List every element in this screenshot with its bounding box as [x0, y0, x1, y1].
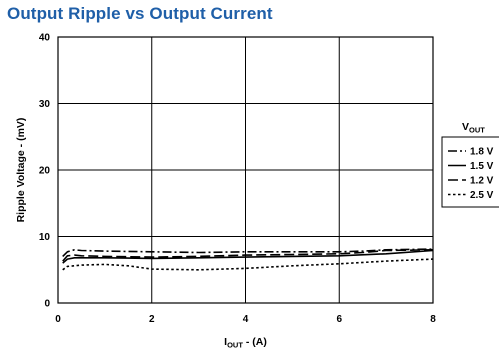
x-axis-label: IOUT - (A) — [224, 336, 267, 350]
series-line-1 — [62, 248, 434, 257]
y-tick-label: 0 — [44, 299, 50, 310]
legend-box — [441, 136, 499, 208]
y-tick-label: 20 — [39, 166, 51, 177]
x-tick-label: 4 — [243, 314, 249, 325]
legend-entry-label: 1.2 V — [470, 176, 494, 187]
legend-entry-label: 1.8 V — [470, 147, 494, 158]
x-tick-label: 0 — [55, 314, 61, 325]
x-tick-label: 2 — [149, 314, 155, 325]
series-line-3 — [62, 249, 434, 262]
y-tick-label: 30 — [39, 99, 51, 110]
series-line-4 — [62, 258, 434, 271]
y-tick-label: 10 — [39, 232, 51, 243]
x-tick-label: 6 — [336, 314, 342, 325]
legend-entry-label: 2.5 V — [470, 190, 494, 201]
y-axis-label: Ripple Voltage - (mV) — [15, 118, 27, 223]
x-tick-label: 8 — [430, 314, 436, 325]
chart-title: Output Ripple vs Output Current — [7, 4, 273, 23]
plot-frame — [57, 36, 434, 304]
y-tick-label: 40 — [39, 33, 51, 44]
legend-title: VOUT — [462, 121, 485, 135]
series-line-2 — [62, 249, 434, 264]
legend-entry-label: 1.5 V — [470, 161, 494, 172]
